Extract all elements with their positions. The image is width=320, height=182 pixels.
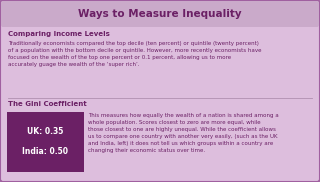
Text: Traditionally economists compared the top decile (ten percent) or quintile (twen: Traditionally economists compared the to… bbox=[8, 41, 261, 67]
Text: UK: 0.35: UK: 0.35 bbox=[27, 128, 64, 136]
FancyBboxPatch shape bbox=[1, 1, 319, 27]
FancyBboxPatch shape bbox=[7, 112, 84, 172]
Text: This measures how equally the wealth of a nation is shared among a
whole populat: This measures how equally the wealth of … bbox=[88, 113, 279, 153]
Text: Comparing Income Levels: Comparing Income Levels bbox=[8, 31, 110, 37]
Text: Ways to Measure Inequality: Ways to Measure Inequality bbox=[78, 9, 242, 19]
Text: The Gini Coefficient: The Gini Coefficient bbox=[8, 101, 87, 107]
Text: India: 0.50: India: 0.50 bbox=[22, 147, 68, 157]
